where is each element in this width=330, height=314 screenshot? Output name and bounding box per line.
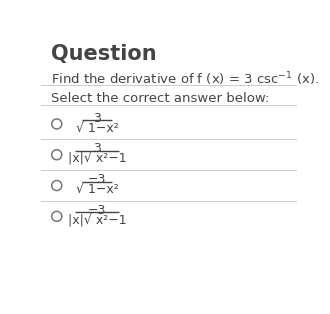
Text: |x|√ x²−1: |x|√ x²−1: [68, 152, 126, 165]
Text: −3: −3: [88, 204, 106, 217]
Text: |x|√ x²−1: |x|√ x²−1: [68, 214, 126, 227]
Text: √ 1−x²: √ 1−x²: [76, 183, 118, 196]
Text: 3: 3: [93, 143, 101, 155]
Text: Select the correct answer below:: Select the correct answer below:: [50, 92, 269, 105]
Text: 3: 3: [93, 111, 101, 125]
Text: Question: Question: [50, 44, 156, 64]
Text: Find the derivative of f (x) = 3 csc$^{-1}$ (x).: Find the derivative of f (x) = 3 csc$^{-…: [50, 70, 318, 88]
Text: √ 1−x²: √ 1−x²: [76, 122, 118, 135]
Text: −3: −3: [88, 173, 106, 186]
